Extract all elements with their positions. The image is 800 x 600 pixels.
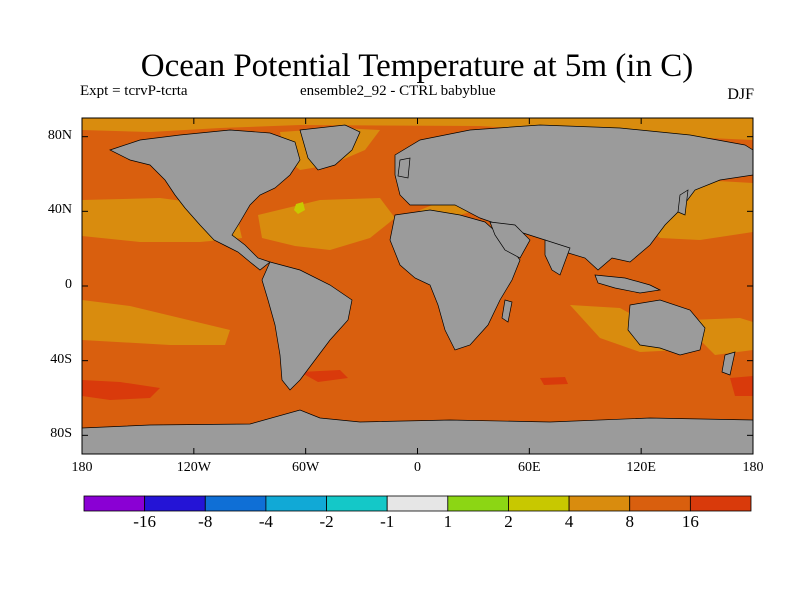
colorbar-label: 2 [504, 512, 513, 531]
south-america [261, 261, 353, 391]
colorbar-swatch [689, 495, 752, 512]
colorbar-swatch [204, 495, 267, 512]
x-tick-label: 120E [626, 460, 656, 475]
axis-ticks [81, 118, 754, 454]
x-tick-label: 180 [742, 460, 764, 475]
chart-title: Ocean Potential Temperature at 5m (in C) [140, 48, 694, 84]
colorbar [83, 495, 752, 512]
colorbar-swatch [83, 495, 146, 512]
x-tick-label: 60E [518, 460, 541, 475]
greenland [299, 124, 361, 171]
y-tick-label: 40S [50, 351, 72, 367]
colorbar-swatch [326, 495, 388, 512]
colorbar-label: 1 [443, 512, 453, 531]
x-tick-label: 180 [71, 460, 93, 475]
colorbar-swatch [568, 495, 631, 512]
colorbar-label: 8 [625, 512, 634, 531]
colorbar-swatch [508, 495, 570, 512]
eurasia [394, 124, 753, 271]
africa [389, 209, 521, 351]
colorbar-swatch [265, 495, 327, 512]
colorbar-label: -8 [198, 512, 213, 531]
season-label: DJF [727, 86, 754, 103]
colorbar-swatch [386, 495, 449, 512]
y-tick-label: 40N [47, 202, 72, 218]
north-america [109, 129, 301, 271]
x-tick-label: 120W [176, 460, 211, 475]
colorbar-label: -2 [319, 512, 334, 531]
x-tick-label: 60W [292, 460, 320, 475]
y-tick-label: 0 [65, 277, 72, 292]
colorbar-label: 16 [681, 512, 699, 531]
colorbar-label: -4 [258, 512, 273, 531]
uk [397, 157, 411, 179]
japan [677, 189, 689, 216]
colorbar-label: -16 [133, 512, 156, 531]
y-tick-label: 80N [47, 127, 72, 143]
arabia [489, 221, 531, 259]
ensemble-label: ensemble2_92 - CTRL babyblue [300, 83, 496, 99]
yellow-anomaly-spot [294, 202, 305, 214]
colorbar-label: 4 [564, 512, 574, 531]
land-masses [82, 124, 753, 454]
colorbar-label: -1 [380, 512, 395, 531]
india [544, 239, 571, 276]
madagascar [501, 299, 513, 323]
new-zealand [721, 351, 736, 376]
colorbar-swatch [144, 495, 206, 512]
colorbar-swatch [629, 495, 691, 512]
antarctica [82, 409, 753, 454]
y-tick-label: 80S [50, 426, 72, 442]
x-tick-label: 0 [414, 460, 421, 475]
colorbar-swatch [447, 495, 509, 512]
hot-anomaly-patches [82, 370, 753, 400]
australia [627, 299, 706, 356]
experiment-label: Expt = tcrvP-tcrta [80, 83, 188, 99]
indonesia [594, 274, 662, 294]
